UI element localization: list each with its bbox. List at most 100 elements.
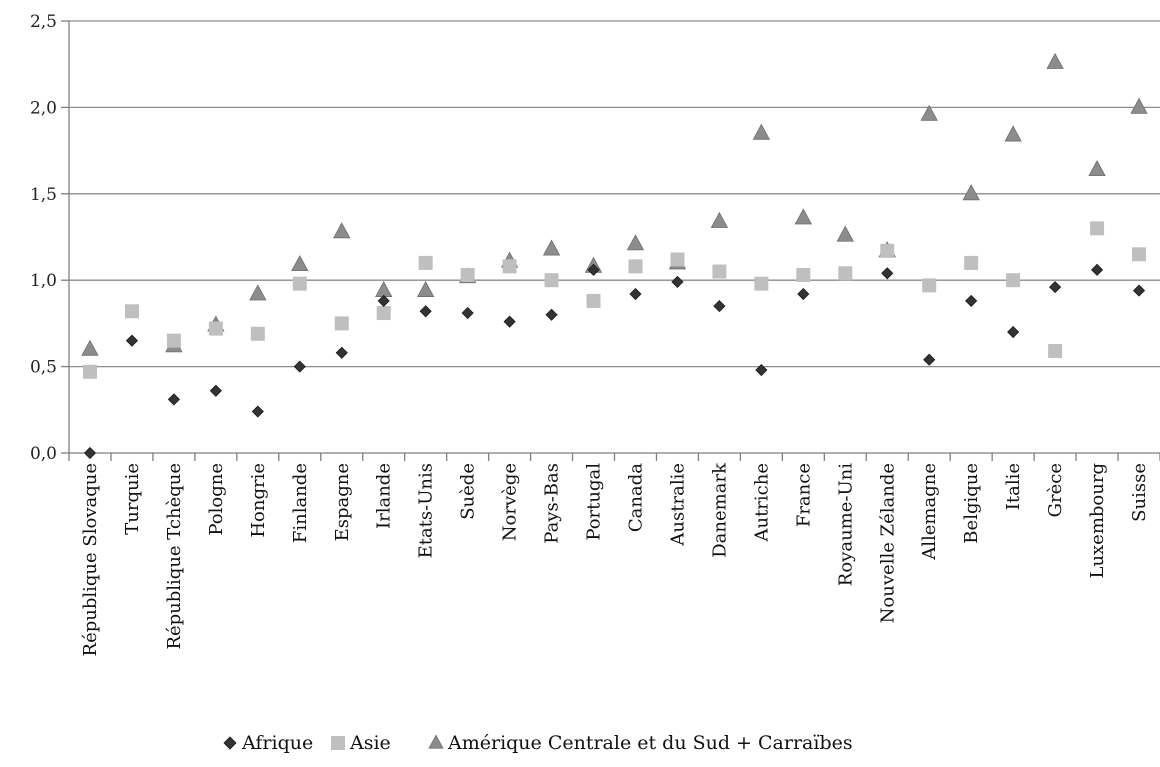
x-axis-tick-labels: République Slovaque Turquie République Tch…: [80, 462, 1150, 657]
point-afrique-grece: [1049, 281, 1062, 294]
point-asie-nouvelle-zelande: [880, 243, 895, 258]
point-afrique-finlande: [293, 360, 306, 373]
point-asie-etats-unis: [418, 255, 433, 270]
x-tick-label-allemagne: Allemagne: [919, 463, 940, 561]
point-asie-suisse: [1132, 247, 1147, 262]
point-amerique-centrale-et-du-sud-carraibes-danemark: [710, 211, 729, 228]
point-amerique-centrale-et-du-sud-carraibes-irlande: [375, 280, 393, 297]
point-amerique-centrale-et-du-sud-carraibes-france: [794, 208, 812, 225]
x-tick-label-belgique: Belgique: [961, 463, 982, 544]
point-afrique-allemagne: [923, 353, 936, 366]
legend-item-amerique-centrale-et-du-sud-carraibes: Amérique Centrale et du Sud + Carraïbes: [428, 732, 853, 754]
point-amerique-centrale-et-du-sud-carraibes-belgique: [962, 184, 980, 201]
series-asie: [82, 221, 1147, 379]
point-asie-autriche: [754, 276, 769, 291]
point-amerique-centrale-et-du-sud-carraibes-grece: [1046, 52, 1064, 69]
point-asie-irlande: [376, 306, 391, 321]
point-afrique-luxembourg: [1090, 263, 1104, 276]
x-tick-label-portugal: Portugal: [584, 463, 605, 541]
legend: Afrique Asie Amérique Centrale et du Sud +…: [223, 732, 853, 754]
point-asie-royaume-uni: [838, 266, 853, 281]
legend-label: Amérique Centrale et du Sud + Carraïbes: [447, 732, 853, 754]
x-tick-label-france: France: [793, 463, 814, 527]
y-tick-label: 0,5: [30, 358, 57, 378]
series-amerique-centrale-et-du-sud-carraibes: [81, 52, 1148, 356]
point-asie-turquie: [124, 304, 139, 319]
point-asie-republique-tcheque: [166, 333, 181, 348]
legend-label: Asie: [349, 732, 391, 754]
point-amerique-centrale-et-du-sud-carraibes-finlande: [291, 255, 309, 272]
point-amerique-centrale-et-du-sud-carraibes-etats-unis: [417, 280, 435, 297]
point-afrique-belgique: [965, 294, 978, 308]
y-tick-label: 2,0: [30, 98, 57, 118]
x-tick-label-nouvelle-zelande: Nouvelle Zélande: [877, 463, 898, 623]
point-asie-allemagne: [922, 278, 937, 293]
point-asie-france: [796, 268, 811, 283]
point-afrique-australie: [671, 275, 684, 288]
point-afrique-hongrie: [251, 405, 264, 418]
x-tick-label-turquie: Turquie: [122, 463, 143, 535]
point-amerique-centrale-et-du-sud-carraibes-italie: [1004, 125, 1022, 142]
point-afrique-portugal: [587, 263, 600, 276]
point-asie-canada: [628, 259, 643, 274]
point-asie-hongrie: [250, 326, 265, 341]
point-afrique-espagne: [335, 346, 348, 359]
point-asie-norvege: [502, 259, 517, 274]
x-tick-label-norvege: Norvège: [500, 463, 521, 541]
x-tick-label-republique-tcheque: République Tchèque: [164, 463, 185, 650]
point-asie-republique-slovaque: [82, 364, 97, 379]
series-afrique: [83, 263, 1146, 460]
point-asie-luxembourg: [1090, 221, 1105, 236]
point-asie-portugal: [586, 293, 601, 308]
point-afrique-pologne: [209, 384, 222, 397]
point-asie-suede: [460, 268, 475, 283]
x-tick-label-canada: Canada: [625, 463, 646, 532]
point-afrique-france: [797, 287, 810, 301]
point-amerique-centrale-et-du-sud-carraibes-autriche: [752, 123, 771, 140]
x-tick-label-pologne: Pologne: [206, 463, 227, 536]
legend-marker-square: [331, 736, 345, 750]
point-afrique-danemark: [713, 300, 726, 313]
x-tick-label-luxembourg: Luxembourg: [1087, 463, 1108, 579]
gridlines: [69, 20, 1160, 368]
x-tick-label-australie: Australie: [667, 463, 688, 547]
point-asie-italie: [1006, 273, 1021, 288]
point-afrique-republique-tcheque: [167, 393, 180, 406]
point-amerique-centrale-et-du-sud-carraibes-suisse: [1130, 97, 1148, 114]
x-tick-label-finlande: Finlande: [290, 463, 311, 543]
point-afrique-italie: [1007, 325, 1020, 339]
point-asie-danemark: [712, 264, 727, 279]
x-tick-label-suede: Suède: [458, 463, 479, 520]
legend-item-afrique: Afrique: [223, 732, 313, 754]
point-afrique-norvege: [503, 315, 516, 328]
point-afrique-republique-slovaque: [83, 446, 97, 460]
legend-marker-diamond: [223, 736, 237, 750]
point-amerique-centrale-et-du-sud-carraibes-republique-slovaque: [81, 339, 99, 356]
point-amerique-centrale-et-du-sud-carraibes-royaume-uni: [836, 225, 854, 242]
legend-marker-triangle: [428, 734, 444, 749]
point-amerique-centrale-et-du-sud-carraibes-luxembourg: [1088, 159, 1106, 177]
legend-label: Afrique: [241, 732, 313, 754]
x-tick-label-suisse: Suisse: [1129, 463, 1150, 522]
x-tick-label-republique-slovaque: République Slovaque: [80, 463, 101, 656]
point-amerique-centrale-et-du-sud-carraibes-espagne: [333, 222, 351, 239]
point-asie-espagne: [334, 316, 349, 331]
x-tick-label-hongrie: Hongrie: [248, 463, 269, 538]
y-tick-label: 0,0: [30, 444, 57, 464]
x-tick-label-italie: Italie: [1003, 463, 1024, 510]
point-amerique-centrale-et-du-sud-carraibes-hongrie: [249, 284, 267, 301]
x-tick-label-danemark: Danemark: [709, 462, 730, 558]
point-afrique-suede: [461, 306, 474, 320]
point-asie-pays-bas: [544, 273, 559, 288]
y-axis-tick-labels: 0,0 0,5 1,0 1,5 2,0 2,5: [30, 12, 57, 464]
y-tick-label: 2,5: [30, 12, 57, 32]
x-tick-label-pays-bas: Pays-Bas: [542, 463, 563, 544]
point-afrique-autriche: [755, 363, 768, 377]
point-amerique-centrale-et-du-sud-carraibes-canada: [626, 234, 645, 251]
y-tick-label: 1,0: [30, 271, 57, 291]
point-asie-belgique: [964, 255, 979, 270]
x-tick-label-royaume-uni: Royaume-Uni: [835, 463, 856, 586]
point-afrique-etats-unis: [419, 305, 432, 318]
point-afrique-irlande: [377, 294, 390, 308]
